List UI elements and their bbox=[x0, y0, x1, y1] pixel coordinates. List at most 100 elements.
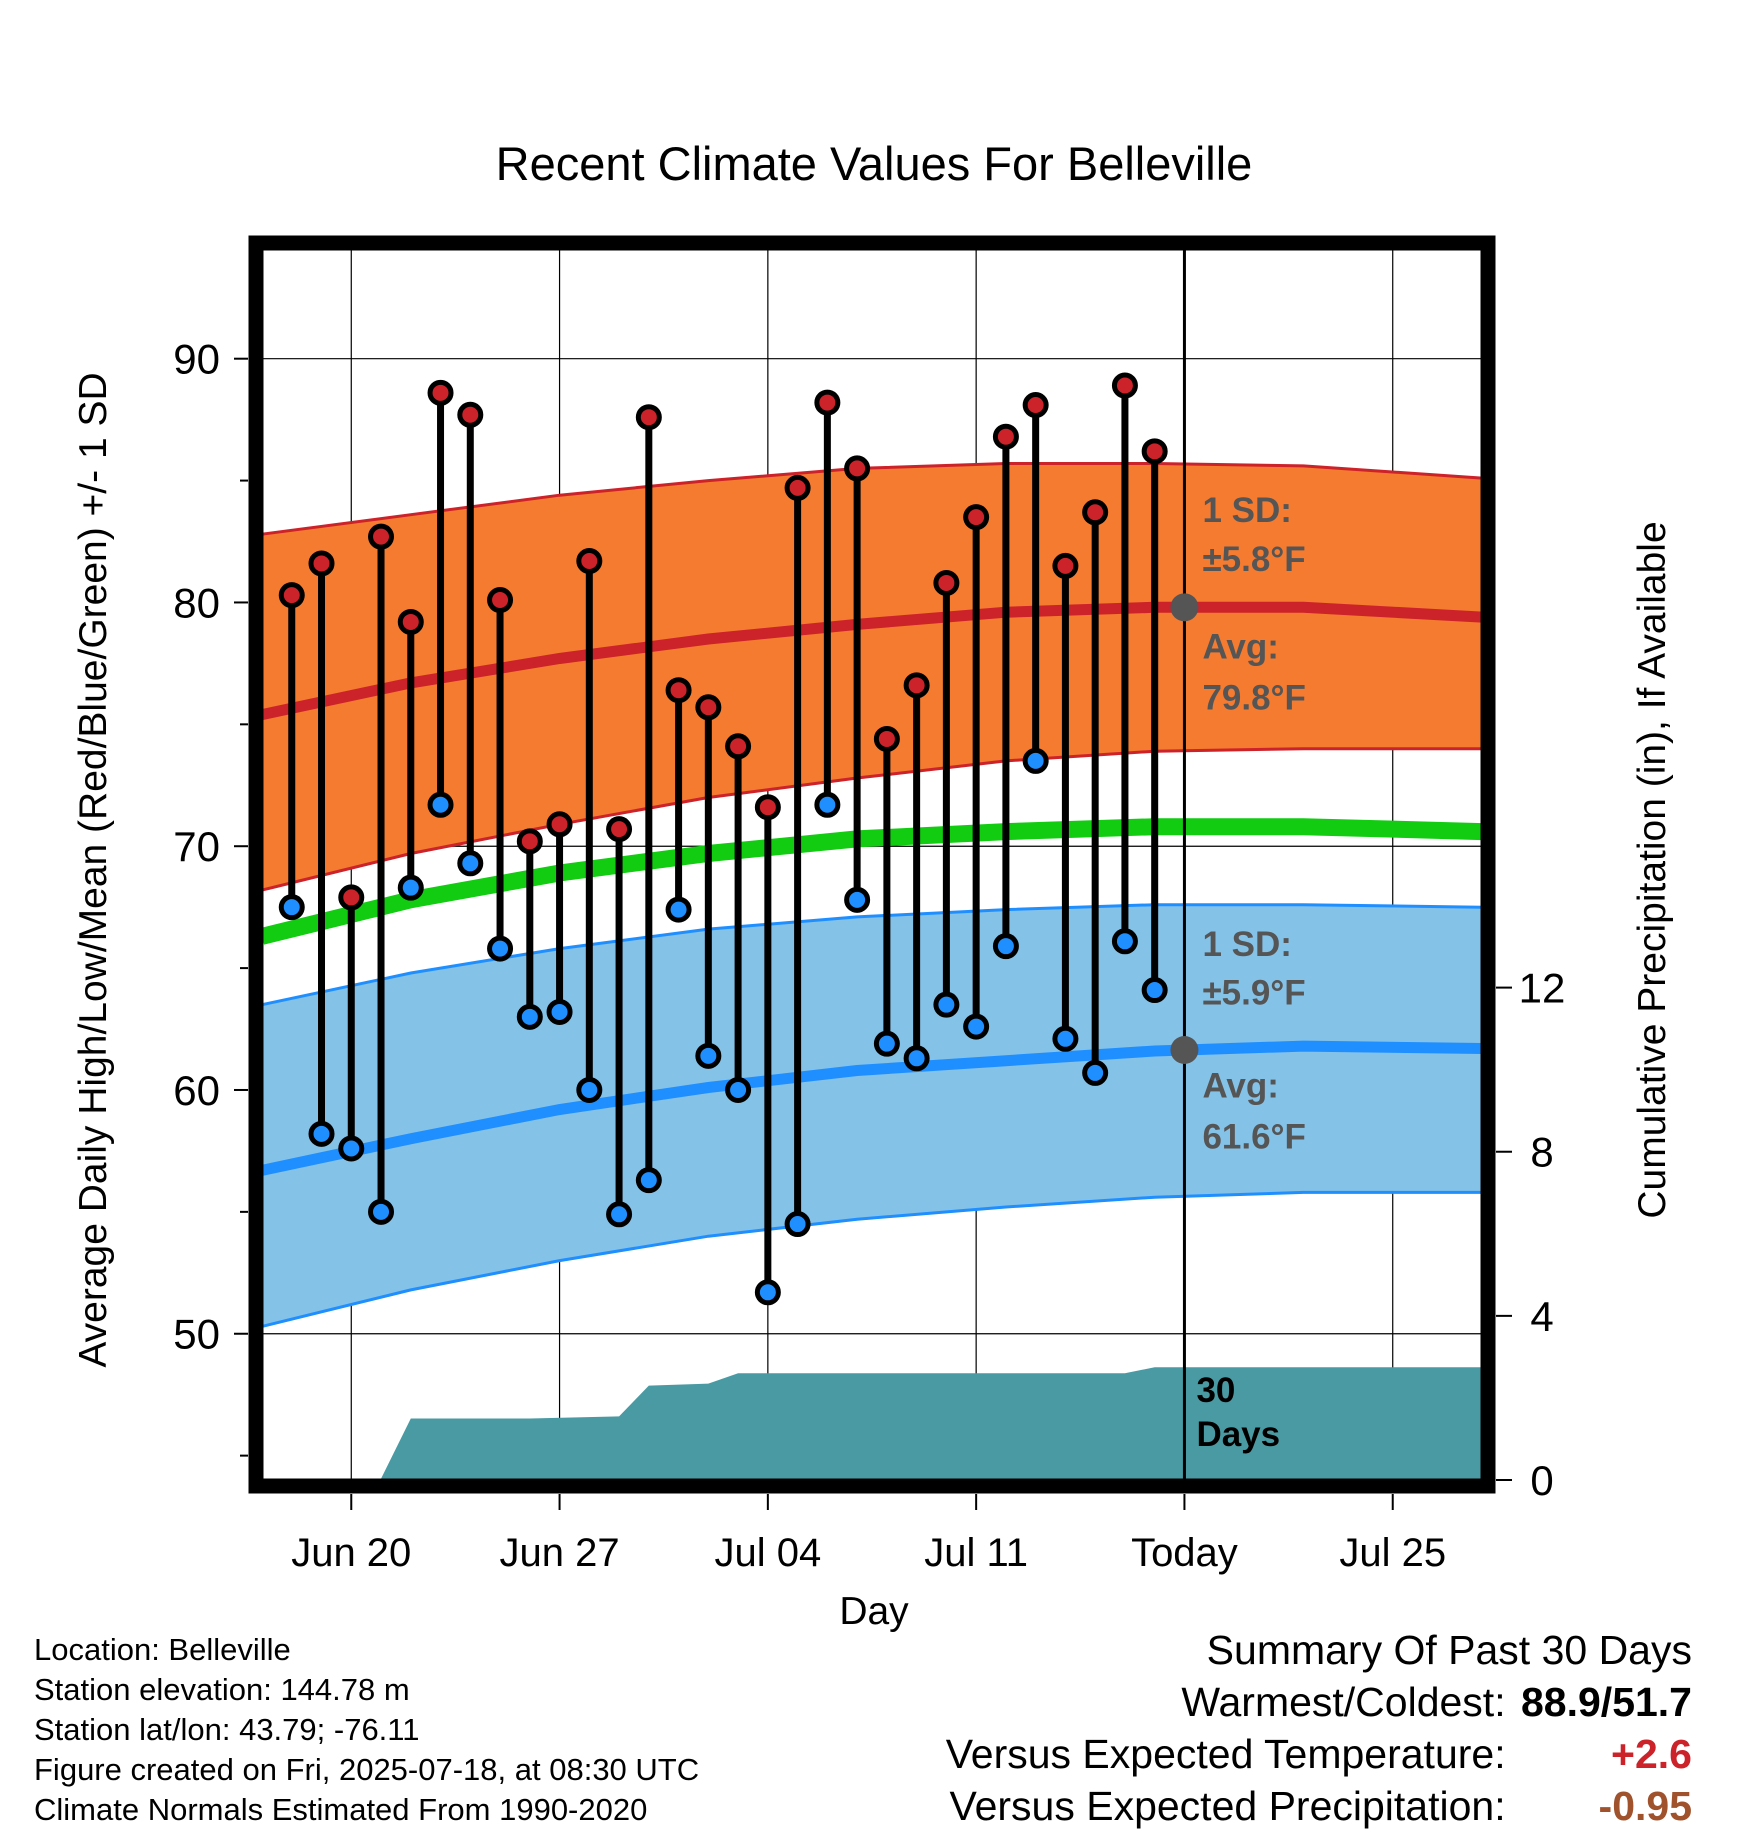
warmest-coldest-label: Warmest/Coldest: bbox=[1181, 1679, 1506, 1725]
daily-low-point bbox=[873, 1030, 900, 1057]
daily-high-point bbox=[427, 379, 454, 406]
summary-panel: Summary Of Past 30 Days Warmest/Coldest:… bbox=[946, 1624, 1692, 1832]
daily-low-point bbox=[1141, 977, 1168, 1004]
x-tick-label: Jun 27 bbox=[500, 1531, 620, 1575]
daily-low-point bbox=[635, 1167, 662, 1194]
daily-low-point bbox=[576, 1076, 603, 1103]
y-tick-label: 80 bbox=[173, 579, 220, 626]
daily-low-point bbox=[368, 1198, 395, 1225]
today-high-avg-dot bbox=[1170, 593, 1199, 622]
low-sd-label: 1 SD: bbox=[1202, 925, 1291, 964]
y-tick-label: 60 bbox=[173, 1067, 220, 1114]
daily-high-point bbox=[338, 884, 365, 911]
daily-high-point bbox=[487, 587, 514, 614]
daily-low-point bbox=[695, 1042, 722, 1069]
daily-low-point bbox=[278, 894, 305, 921]
window-unit: Days bbox=[1196, 1415, 1280, 1454]
x-axis-title: Day bbox=[839, 1590, 909, 1633]
temp-departure-value: +2.6 bbox=[1611, 1731, 1692, 1777]
daily-high-point bbox=[606, 816, 633, 843]
high-sd-value: ±5.8°F bbox=[1202, 540, 1305, 579]
daily-high-point bbox=[368, 523, 395, 550]
y2-tick-label: 8 bbox=[1530, 1129, 1553, 1176]
daily-low-point bbox=[1082, 1059, 1109, 1086]
daily-low-point bbox=[516, 1003, 543, 1030]
low-avg-value: 61.6°F bbox=[1202, 1117, 1306, 1156]
daily-high-point bbox=[933, 569, 960, 596]
daily-high-point bbox=[278, 582, 305, 609]
daily-low-point bbox=[1022, 747, 1049, 774]
daily-high-point bbox=[665, 677, 692, 704]
precip-departure-value: -0.95 bbox=[1598, 1783, 1692, 1829]
normals-period: Climate Normals Estimated From 1990-2020 bbox=[34, 1792, 648, 1827]
plot-frame bbox=[248, 235, 1496, 1494]
daily-low-point bbox=[606, 1201, 633, 1228]
daily-high-point bbox=[1082, 499, 1109, 526]
low-avg-line bbox=[260, 1040, 1483, 1176]
daily-high-point bbox=[903, 672, 930, 699]
daily-low-point bbox=[427, 791, 454, 818]
high-sd-band bbox=[262, 463, 1482, 891]
daily-low-point bbox=[844, 886, 871, 913]
daily-low-point bbox=[754, 1279, 781, 1306]
x-tick-label: Jul 25 bbox=[1339, 1531, 1446, 1575]
warmest-coldest-value: 88.9/51.7 bbox=[1521, 1679, 1692, 1725]
daily-low-point bbox=[487, 935, 514, 962]
daily-high-point bbox=[1111, 372, 1138, 399]
summary-precip-departure: Versus Expected Precipitation: -0.95 bbox=[946, 1780, 1693, 1832]
daily-high-point bbox=[576, 548, 603, 575]
daily-high-point bbox=[1141, 438, 1168, 465]
daily-high-point bbox=[992, 423, 1019, 450]
daily-low-point bbox=[725, 1076, 752, 1103]
daily-low-point bbox=[903, 1045, 930, 1072]
low-sd-value: ±5.9°F bbox=[1202, 974, 1305, 1013]
daily-high-point bbox=[457, 401, 484, 428]
today-low-avg-dot bbox=[1170, 1036, 1199, 1065]
daily-high-point bbox=[873, 725, 900, 752]
summary-title: Summary Of Past 30 Days bbox=[1206, 1627, 1692, 1673]
precip-departure-label: Versus Expected Precipitation: bbox=[949, 1783, 1506, 1829]
daily-low-point bbox=[338, 1135, 365, 1162]
y2-tick-label: 4 bbox=[1530, 1293, 1553, 1340]
low-avg-label: Avg: bbox=[1202, 1066, 1278, 1105]
station-elevation: Station elevation: 144.78 m bbox=[34, 1672, 410, 1707]
summary-warmest-coldest: Warmest/Coldest: 88.9/51.7 bbox=[946, 1676, 1692, 1728]
daily-high-point bbox=[725, 733, 752, 760]
y-tick-label: 70 bbox=[173, 823, 220, 870]
x-tick-label: Jul 11 bbox=[924, 1531, 1028, 1575]
window-number: 30 bbox=[1196, 1371, 1235, 1410]
daily-low-point bbox=[933, 991, 960, 1018]
station-location: Location: Belleville bbox=[34, 1632, 291, 1667]
chart-title: Recent Climate Values For Belleville bbox=[496, 137, 1253, 190]
daily-low-point bbox=[992, 933, 1019, 960]
high-sd-label: 1 SD: bbox=[1202, 491, 1291, 530]
daily-low-point bbox=[397, 874, 424, 901]
daily-high-point bbox=[546, 811, 573, 838]
precip-area bbox=[262, 1367, 1482, 1480]
low-sd-band-lower-edge bbox=[261, 1190, 1482, 1328]
daily-low-point bbox=[784, 1211, 811, 1238]
y2-axis-title: Cumulative Precipitation (in), If Availa… bbox=[1631, 521, 1674, 1218]
plot-area: 50 60 70 80 90 0 4 8 12 Jun 20 Jun 27 Jul 04 Jul 11 T… bbox=[173, 235, 1566, 1575]
x-tick-label: Jul 04 bbox=[714, 1531, 821, 1575]
daily-low-point bbox=[665, 896, 692, 923]
daily-low-point bbox=[1052, 1025, 1079, 1052]
daily-high-point bbox=[754, 794, 781, 821]
daily-high-point bbox=[1022, 392, 1049, 419]
daily-high-point bbox=[844, 455, 871, 482]
daily-low-point bbox=[814, 791, 841, 818]
daily-low-point bbox=[963, 1013, 990, 1040]
y-axis-title: Average Daily High/Low/Mean (Red/Blue/Gr… bbox=[72, 372, 115, 1367]
x-tick-label: Today bbox=[1131, 1531, 1238, 1575]
x-tick-label: Jun 20 bbox=[291, 1531, 411, 1575]
y-tick-label: 90 bbox=[173, 336, 220, 383]
y2-tick-label: 12 bbox=[1519, 965, 1566, 1012]
daily-high-point bbox=[397, 608, 424, 635]
summary-temp-departure: Versus Expected Temperature: +2.6 bbox=[946, 1728, 1692, 1780]
station-latlon: Station lat/lon: 43.79; -76.11 bbox=[34, 1712, 420, 1747]
daily-high-point bbox=[784, 474, 811, 501]
daily-low-point bbox=[308, 1120, 335, 1147]
low-sd-band-upper-edge bbox=[261, 903, 1483, 1007]
daily-high-point bbox=[963, 504, 990, 531]
